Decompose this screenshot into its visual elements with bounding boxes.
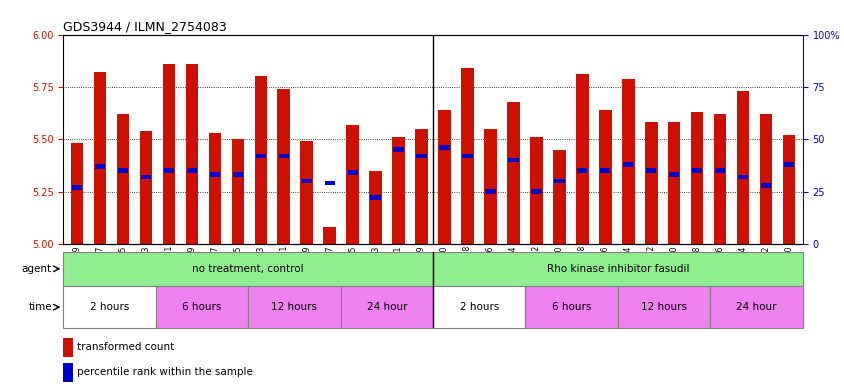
Bar — [256, 154, 266, 158]
Text: 24 hour: 24 hour — [735, 302, 776, 312]
Text: 2 hours: 2 hours — [459, 302, 498, 312]
Bar — [433, 252, 802, 286]
Bar — [759, 114, 771, 244]
Bar — [691, 168, 701, 173]
Bar — [598, 110, 611, 244]
Bar — [346, 124, 359, 244]
Bar — [164, 168, 174, 173]
Bar — [340, 286, 433, 328]
Bar — [782, 135, 794, 244]
Bar — [525, 286, 617, 328]
Bar — [439, 145, 449, 150]
Bar — [690, 112, 702, 244]
Bar — [646, 168, 656, 173]
Text: GDS3944 / ILMN_2754083: GDS3944 / ILMN_2754083 — [63, 20, 227, 33]
Bar — [736, 91, 749, 244]
Bar — [392, 137, 404, 244]
Bar — [576, 74, 588, 244]
Bar — [163, 64, 175, 244]
Text: 6 hours: 6 hours — [551, 302, 591, 312]
Text: Rho kinase inhibitor fasudil: Rho kinase inhibitor fasudil — [546, 264, 689, 274]
Bar — [667, 122, 679, 244]
Bar — [531, 189, 541, 194]
Bar — [63, 252, 433, 286]
Bar — [301, 179, 311, 183]
Bar — [369, 170, 381, 244]
Bar — [186, 64, 198, 244]
Bar — [279, 154, 289, 158]
Bar — [710, 286, 802, 328]
Text: 12 hours: 12 hours — [641, 302, 686, 312]
Text: no treatment, control: no treatment, control — [192, 264, 304, 274]
Text: 2 hours: 2 hours — [89, 302, 129, 312]
Bar — [347, 170, 358, 175]
Bar — [416, 154, 426, 158]
Bar — [232, 172, 243, 177]
Bar — [94, 72, 106, 244]
Text: transformed count: transformed count — [77, 342, 174, 352]
Bar — [277, 89, 289, 244]
Bar — [300, 141, 313, 244]
Text: 24 hour: 24 hour — [366, 302, 407, 312]
Bar — [599, 168, 609, 173]
Bar — [713, 114, 726, 244]
Bar — [370, 195, 381, 200]
Bar — [461, 68, 473, 244]
Bar — [668, 172, 679, 177]
Bar — [484, 129, 496, 244]
Bar — [529, 137, 542, 244]
Bar — [644, 122, 657, 244]
Bar — [438, 110, 451, 244]
Bar — [783, 162, 793, 167]
Bar — [576, 168, 587, 173]
Bar — [737, 175, 747, 179]
Bar — [393, 147, 403, 152]
Bar — [484, 189, 495, 194]
Text: time: time — [28, 302, 51, 312]
Bar — [414, 129, 427, 244]
Bar — [209, 172, 219, 177]
Bar — [552, 150, 565, 244]
Bar — [71, 143, 84, 244]
Bar — [554, 179, 564, 183]
Bar — [324, 181, 334, 185]
Bar — [622, 162, 633, 167]
Bar — [118, 168, 128, 173]
Text: agent: agent — [22, 264, 51, 274]
Bar — [231, 139, 244, 244]
Bar — [155, 286, 248, 328]
Bar — [187, 168, 197, 173]
Bar — [462, 154, 472, 158]
Bar — [63, 362, 73, 382]
Bar — [116, 114, 129, 244]
Bar — [621, 78, 634, 244]
Bar — [714, 168, 724, 173]
Text: percentile rank within the sample: percentile rank within the sample — [77, 367, 252, 377]
Bar — [617, 286, 710, 328]
Text: 6 hours: 6 hours — [182, 302, 221, 312]
Bar — [63, 286, 155, 328]
Bar — [248, 286, 340, 328]
Bar — [760, 183, 771, 187]
Bar — [208, 133, 221, 244]
Bar — [139, 131, 152, 244]
Bar — [141, 175, 151, 179]
Bar — [254, 76, 267, 244]
Bar — [506, 101, 519, 244]
Text: 12 hours: 12 hours — [271, 302, 317, 312]
Bar — [72, 185, 82, 190]
Bar — [507, 158, 518, 162]
Bar — [433, 286, 525, 328]
Bar — [63, 338, 73, 356]
Bar — [323, 227, 336, 244]
Bar — [95, 164, 106, 169]
